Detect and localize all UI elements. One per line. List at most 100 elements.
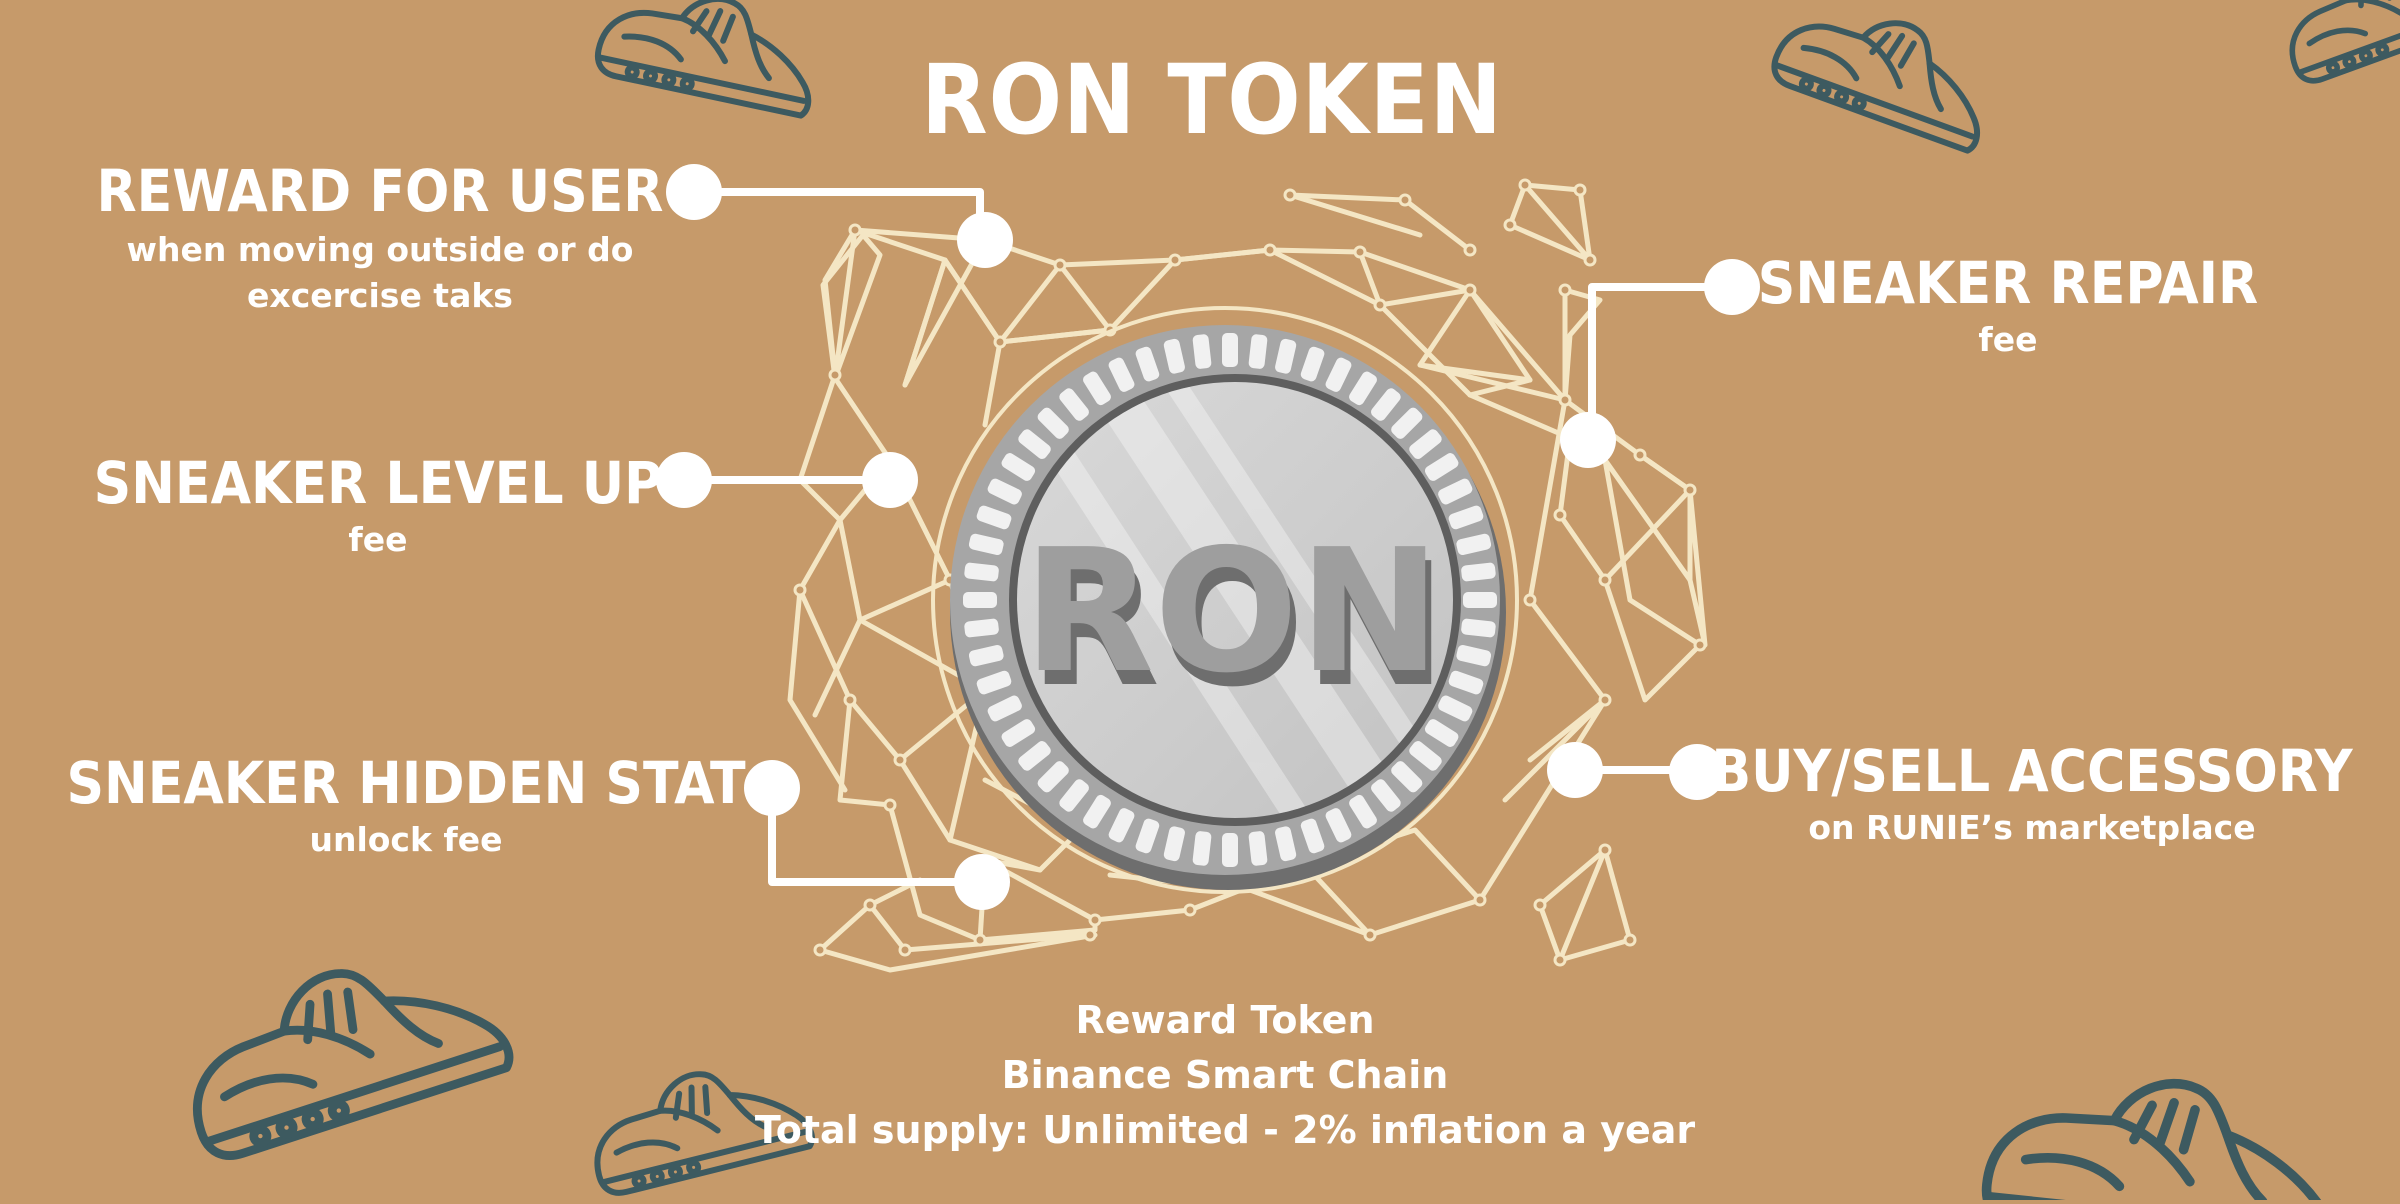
callout-sneaker-level-up: SNEAKER LEVEL UP fee <box>94 450 663 559</box>
coin-rim-dashes <box>963 333 1497 867</box>
coin-rim-dash <box>1192 334 1212 369</box>
page-title: RON TOKEN <box>921 44 1503 156</box>
coin-halo-ring <box>931 306 1519 894</box>
connector-reward-for-user <box>694 188 984 238</box>
coin-rim-dash <box>964 618 999 638</box>
coin-rim-dash <box>1222 833 1238 867</box>
callout-subtitle: unlock fee <box>309 819 503 859</box>
coin-rim-dash <box>1001 453 1036 481</box>
coin-rim-dash <box>1108 808 1135 843</box>
coin-label: RON <box>1023 513 1441 711</box>
callout-dot-level-inner <box>862 452 918 508</box>
sneaker-outline-icon <box>167 929 513 1163</box>
callout-subtitle: fee <box>348 519 408 559</box>
connector-sneaker-repair <box>1588 283 1730 438</box>
coin-rim-dash <box>1248 334 1268 369</box>
coin-rim-dash <box>1349 371 1377 406</box>
callout-title: SNEAKER REPAIR <box>1757 249 2259 317</box>
token-info: Reward Token Binance Smart Chain Total s… <box>755 993 1695 1158</box>
token-type: Reward Token <box>1075 998 1375 1042</box>
coin-rim-dash <box>1192 831 1212 866</box>
callout-dot-accessory-outer <box>1669 744 1725 800</box>
ron-coin: RON RON <box>931 306 1519 894</box>
coin-rim-dash <box>1083 371 1111 406</box>
callout-dot-accessory-inner <box>1547 742 1603 798</box>
token-supply: Total supply: Unlimited - 2% inflation a… <box>754 1108 1696 1152</box>
callout-dots <box>656 164 1760 910</box>
coin-rim-dash <box>976 670 1012 695</box>
coin-rim-dash <box>1163 338 1185 374</box>
coin-rim-dash <box>1409 429 1442 459</box>
coin-rim-dash <box>968 645 1004 667</box>
coin-rim-dash <box>1391 407 1423 439</box>
coin-rim-dash <box>963 592 997 608</box>
coin-rim-dash <box>968 533 1004 555</box>
callout-sneaker-repair: SNEAKER REPAIR fee <box>1758 250 2258 359</box>
coin-rim-dash <box>1275 338 1297 374</box>
coin-shine <box>1030 382 1453 818</box>
coin-rim-dash <box>1424 719 1459 747</box>
coin-rim-dash <box>1248 831 1268 866</box>
coin-rim-dash <box>1391 761 1423 793</box>
coin-rim-dash <box>1456 645 1492 667</box>
coin-rim-dash <box>1325 808 1352 843</box>
callout-dot-reward-outer <box>666 164 722 220</box>
callout-subtitle: on RUNIE’s marketplace <box>1808 807 2256 847</box>
callout-dot-repair-outer <box>1704 259 1760 315</box>
coin-rim-dash <box>1438 478 1473 505</box>
callout-subtitle: fee <box>1978 319 2038 359</box>
coin-rim-dash <box>1001 719 1036 747</box>
coin-rim-dash <box>1448 505 1484 530</box>
coin-rim-dash <box>1300 818 1325 854</box>
coin-rim-dash <box>1349 794 1377 829</box>
coin-rim-dash <box>1456 533 1492 555</box>
coin-label-shadow: RON <box>1029 527 1447 725</box>
callout-dot-hidden-outer <box>744 760 800 816</box>
coin-rim-dash <box>1463 592 1497 608</box>
coin-rim-dash <box>1018 429 1051 459</box>
coin-rim-dash <box>1371 388 1401 421</box>
coin-rim-dash <box>1135 346 1160 382</box>
callout-dot-hidden-inner <box>954 854 1010 910</box>
callout-sneaker-hidden-stat: SNEAKER HIDDEN STAT unlock fee <box>66 750 745 859</box>
coin-rim-dash <box>976 505 1012 530</box>
coin-rim-dash <box>1163 826 1185 862</box>
callout-buy-sell-accessory: BUY/SELL ACCESSORY on RUNIE’s marketplac… <box>1711 738 2352 847</box>
coin-rim-dash <box>1448 670 1484 695</box>
coin-rim-dash <box>1108 357 1135 392</box>
coin-rim-dash <box>1135 818 1160 854</box>
callout-dot-repair-inner <box>1560 412 1616 468</box>
sneaker-outline-icon <box>594 0 826 117</box>
callout-subtitle: excercise taks <box>247 275 513 315</box>
token-chain: Binance Smart Chain <box>1001 1053 1449 1097</box>
coin-rim-dash <box>1083 794 1111 829</box>
callout-connectors <box>684 188 1730 886</box>
callout-subtitle: when moving outside or do <box>126 229 634 269</box>
callout-dot-level-outer <box>656 452 712 508</box>
coin-rim-dash <box>1018 741 1051 771</box>
coin-rim-dash <box>1438 695 1473 722</box>
coin-rim-dash <box>1325 357 1352 392</box>
coin-rim-dash <box>1037 761 1069 793</box>
callout-reward-for-user: REWARD FOR USER when moving outside or d… <box>96 158 663 315</box>
callout-dot-reward-inner <box>957 212 1013 268</box>
coin-face <box>1017 382 1453 818</box>
sneaker-outline-icon <box>1769 0 2005 152</box>
callout-title: SNEAKER HIDDEN STAT <box>66 749 746 817</box>
coin-rim-dash <box>1424 453 1459 481</box>
coin-rim-dash <box>987 478 1022 505</box>
sneaker-outline-icon <box>1983 1065 2343 1200</box>
coin-rim-dash <box>1300 346 1325 382</box>
coin-rim-dash <box>1059 388 1089 421</box>
coin-rim-dash <box>1409 741 1442 771</box>
coin-rim-dash <box>1461 618 1496 638</box>
coin-rim-dash <box>1059 779 1089 812</box>
coin-rim-dash <box>1037 407 1069 439</box>
coin-rim-dash <box>1275 826 1297 862</box>
coin-rim-dash <box>1461 562 1496 582</box>
coin-rim-dash <box>987 695 1022 722</box>
callout-title: REWARD FOR USER <box>96 157 664 225</box>
coin-rim-dash <box>1222 333 1238 367</box>
sneaker-outline-icon <box>2271 0 2400 86</box>
